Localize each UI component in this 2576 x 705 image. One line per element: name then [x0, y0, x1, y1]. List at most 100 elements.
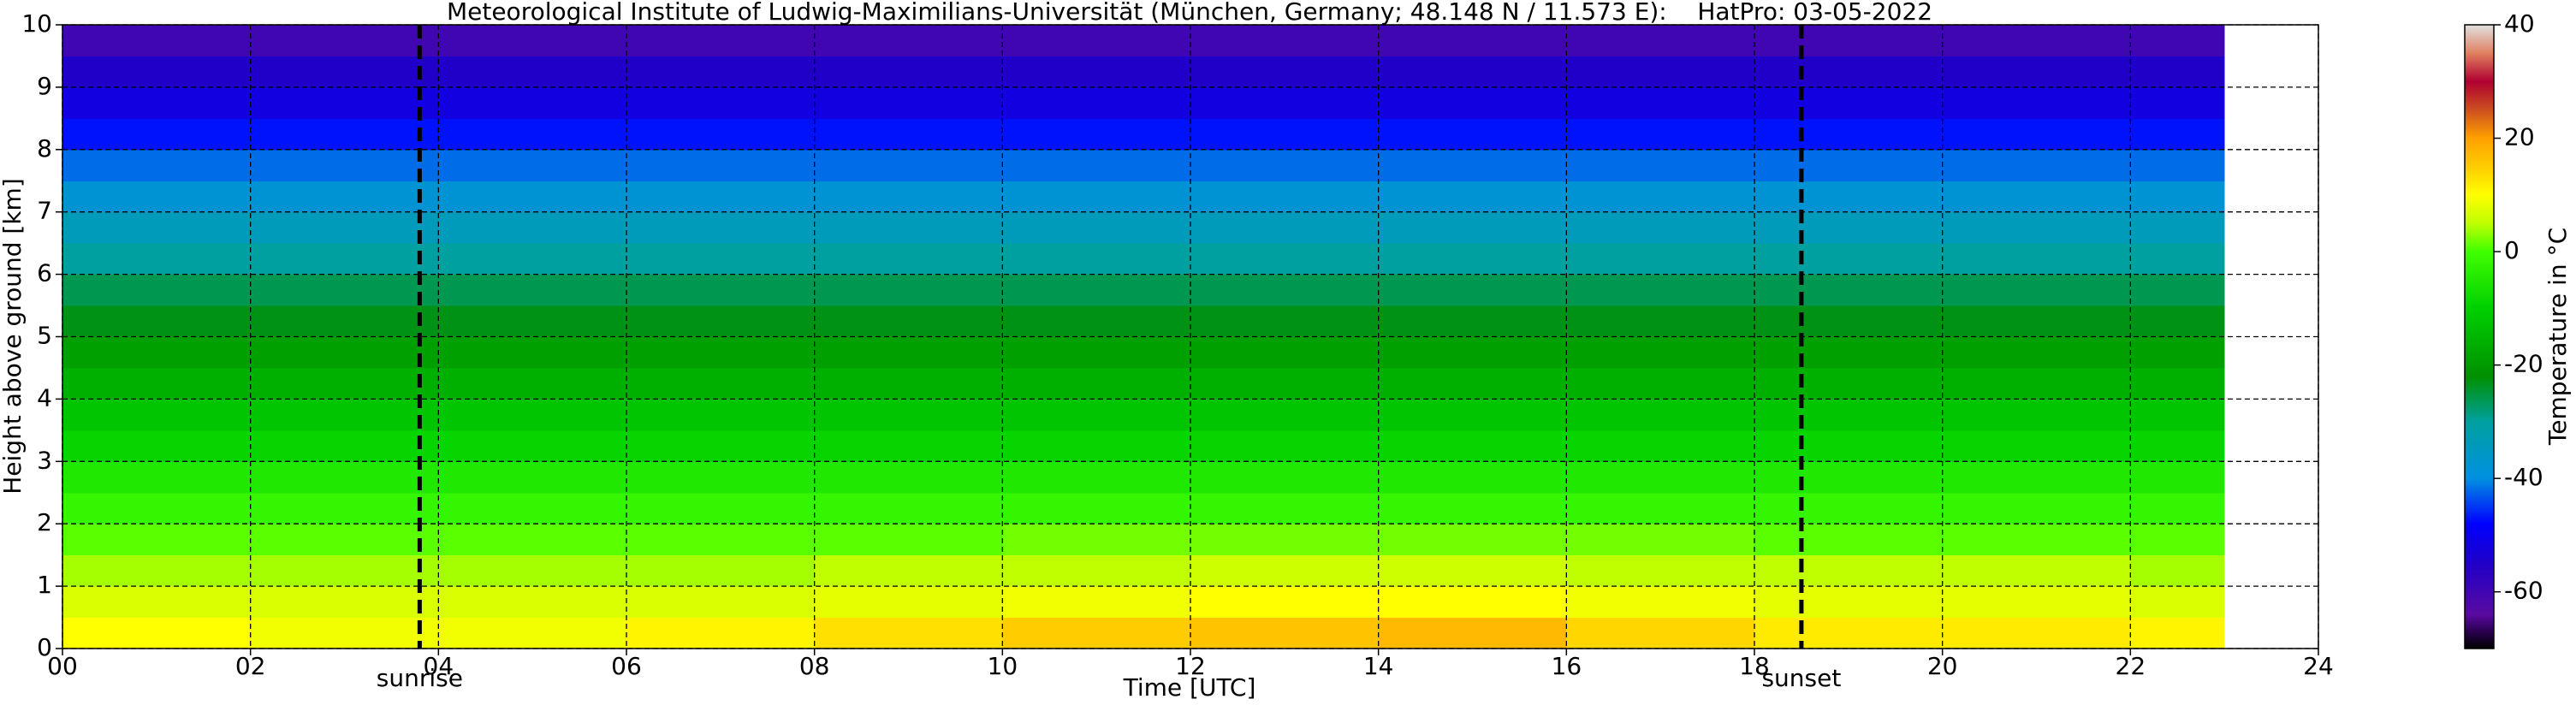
heatmap-cell: [1754, 211, 1944, 244]
heatmap-cell: [1378, 524, 1567, 556]
heatmap-cell: [62, 430, 252, 462]
heatmap-cell: [1190, 149, 1380, 181]
heatmap-cell: [1942, 56, 2131, 88]
x-tick-label: 12: [1175, 652, 1206, 680]
heatmap-cell: [1942, 305, 2131, 337]
heatmap-cell: [2130, 56, 2225, 88]
heatmap-cell: [250, 461, 439, 494]
colorbar: [2464, 24, 2495, 649]
heatmap-cell: [438, 118, 627, 151]
heatmap-cell: [1190, 86, 1380, 119]
heatmap-cell: [1566, 617, 1755, 649]
heatmap-cell: [814, 461, 1003, 494]
y-tick-label: 0: [37, 633, 52, 661]
heatmap-cell: [1378, 399, 1567, 431]
heatmap-cell: [1002, 243, 1191, 275]
colorbar-tick-label: 40: [2504, 9, 2535, 38]
heatmap-cell: [1378, 274, 1567, 306]
heatmap-cell: [2130, 211, 2225, 244]
x-axis-label: Time [UTC]: [1123, 673, 1256, 702]
heatmap-cell: [1566, 586, 1755, 619]
heatmap-cell: [1002, 149, 1191, 181]
heatmap-cell: [814, 56, 1003, 88]
heatmap-cell: [1754, 181, 1944, 213]
heatmap-cell: [1190, 118, 1380, 151]
heatmap-cell: [2130, 367, 2225, 400]
heatmap-cell: [1566, 274, 1755, 306]
heatmap-cell: [1566, 305, 1755, 337]
heatmap-cell: [62, 86, 252, 119]
heatmap-cell: [1378, 554, 1567, 587]
heatmap-cell: [62, 25, 252, 56]
y-tick-label: 5: [37, 322, 52, 350]
heatmap-cell: [1942, 243, 2131, 275]
heatmap-cell: [814, 617, 1003, 649]
heatmap-cell: [62, 211, 252, 244]
heatmap-cell: [1378, 211, 1567, 244]
heatmap-cell: [814, 243, 1003, 275]
y-axis-label: Height above ground [km]: [0, 178, 27, 495]
heatmap-cell: [2130, 492, 2225, 524]
heatmap-cell: [1002, 56, 1191, 88]
heatmap-cell: [1002, 118, 1191, 151]
heatmap-cell: [250, 617, 439, 649]
heatmap-cell: [1190, 25, 1380, 56]
heatmap-cell: [1566, 336, 1755, 369]
y-tick-label: 8: [37, 134, 52, 163]
heatmap-cell: [814, 492, 1003, 524]
heatmap-cell: [250, 211, 439, 244]
heatmap-cell: [250, 274, 439, 306]
heatmap-cell: [1754, 56, 1944, 88]
heatmap-cell: [1754, 617, 1944, 649]
heatmap-cell: [1566, 86, 1755, 119]
heatmap-cell: [62, 399, 252, 431]
heatmap-cell: [2130, 554, 2225, 587]
heatmap-cell: [62, 554, 252, 587]
heatmap-cell: [814, 586, 1003, 619]
heatmap-cell: [1002, 181, 1191, 213]
heatmap-cell: [2130, 399, 2225, 431]
heatmap-cell: [1942, 492, 2131, 524]
heatmap-cell: [1566, 461, 1755, 494]
heatmap-cell: [1002, 25, 1191, 56]
heatmap-cell: [250, 586, 439, 619]
heatmap-cell: [814, 274, 1003, 306]
heatmap-cell: [1378, 492, 1567, 524]
heatmap-cell: [1566, 25, 1755, 56]
heatmap-cell: [62, 149, 252, 181]
heatmap-cell: [1754, 461, 1944, 494]
x-tick-label: 22: [2116, 652, 2146, 680]
x-tick-label: 04: [424, 652, 454, 680]
heatmap-cell: [1566, 430, 1755, 462]
heatmap-cell: [1002, 554, 1191, 587]
heatmap-cell: [626, 586, 816, 619]
y-tick-label: 3: [37, 446, 52, 474]
heatmap-cell: [1942, 149, 2131, 181]
heatmap-cell: [438, 554, 627, 587]
x-tick-label: 02: [235, 652, 266, 680]
heatmap-cell: [438, 149, 627, 181]
heatmap-cell: [1942, 274, 2131, 306]
heatmap-cell: [1378, 336, 1567, 369]
heatmap-cell: [1942, 118, 2131, 151]
heatmap-cell: [1942, 86, 2131, 119]
heatmap-cell: [1002, 617, 1191, 649]
heatmap-cell: [250, 305, 439, 337]
heatmap-cell: [1378, 243, 1567, 275]
heatmap-cell: [250, 56, 439, 88]
heatmap-cell: [1754, 149, 1944, 181]
heatmap-cell: [250, 25, 439, 56]
heatmap-cell: [62, 336, 252, 369]
heatmap-cell: [438, 367, 627, 400]
heatmap-cell: [250, 336, 439, 369]
heatmap-cell: [250, 181, 439, 213]
heatmap-cell: [1190, 461, 1380, 494]
heatmap-cell: [1378, 586, 1567, 619]
y-tick-label: 2: [37, 508, 52, 536]
heatmap-cell: [1942, 586, 2131, 619]
heatmap-cell: [1566, 399, 1755, 431]
y-tick-label: 4: [37, 383, 52, 412]
heatmap-cell: [1190, 367, 1380, 400]
heatmap-cell: [438, 461, 627, 494]
heatmap-cell: [62, 617, 252, 649]
